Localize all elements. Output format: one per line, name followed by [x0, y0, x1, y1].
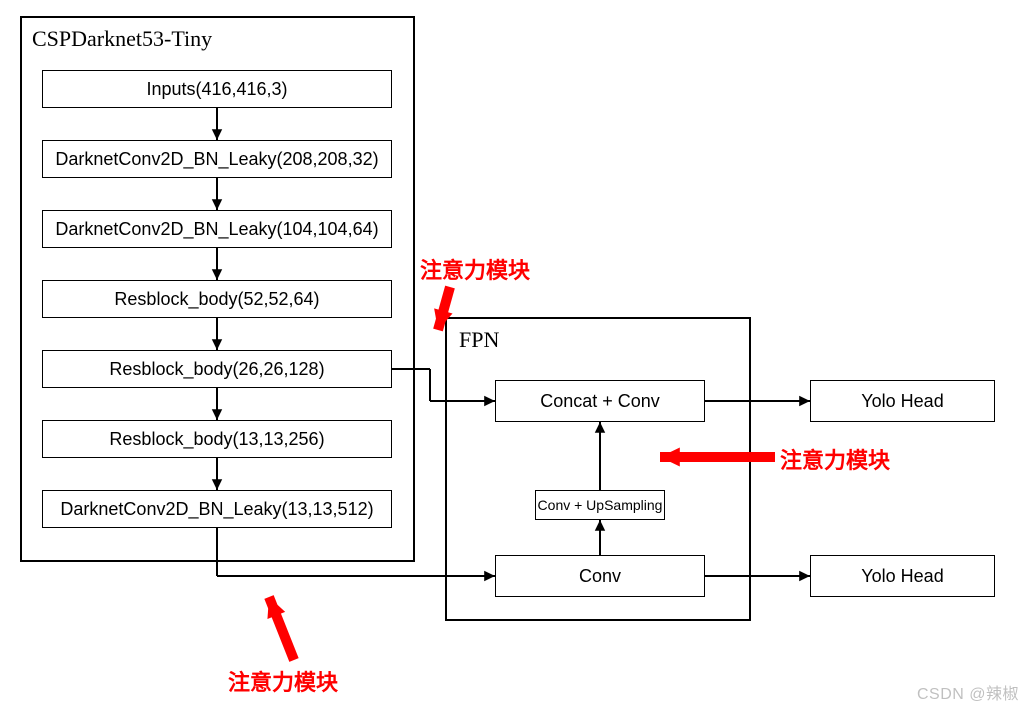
- annotation-2: 注意力模块: [780, 443, 890, 475]
- annotation-1: 注意力模块: [420, 253, 530, 285]
- block-conv2: DarknetConv2D_BN_Leaky(104,104,64): [42, 210, 392, 248]
- annotation-3: 注意力模块: [228, 665, 338, 697]
- block-concat: Concat + Conv: [495, 380, 705, 422]
- block-inputs: Inputs(416,416,3): [42, 70, 392, 108]
- block-conv1: DarknetConv2D_BN_Leaky(208,208,32): [42, 140, 392, 178]
- block-conv: Conv: [495, 555, 705, 597]
- block-head1: Yolo Head: [810, 380, 995, 422]
- block-conv3: DarknetConv2D_BN_Leaky(13,13,512): [42, 490, 392, 528]
- block-res2: Resblock_body(26,26,128): [42, 350, 392, 388]
- block-head2: Yolo Head: [810, 555, 995, 597]
- fpn-title: FPN: [459, 327, 499, 353]
- watermark: CSDN @辣椒: [917, 680, 1019, 704]
- backbone-title: CSPDarknet53-Tiny: [32, 26, 212, 52]
- block-res3: Resblock_body(13,13,256): [42, 420, 392, 458]
- block-res1: Resblock_body(52,52,64): [42, 280, 392, 318]
- block-upsampling: Conv + UpSampling: [535, 490, 665, 520]
